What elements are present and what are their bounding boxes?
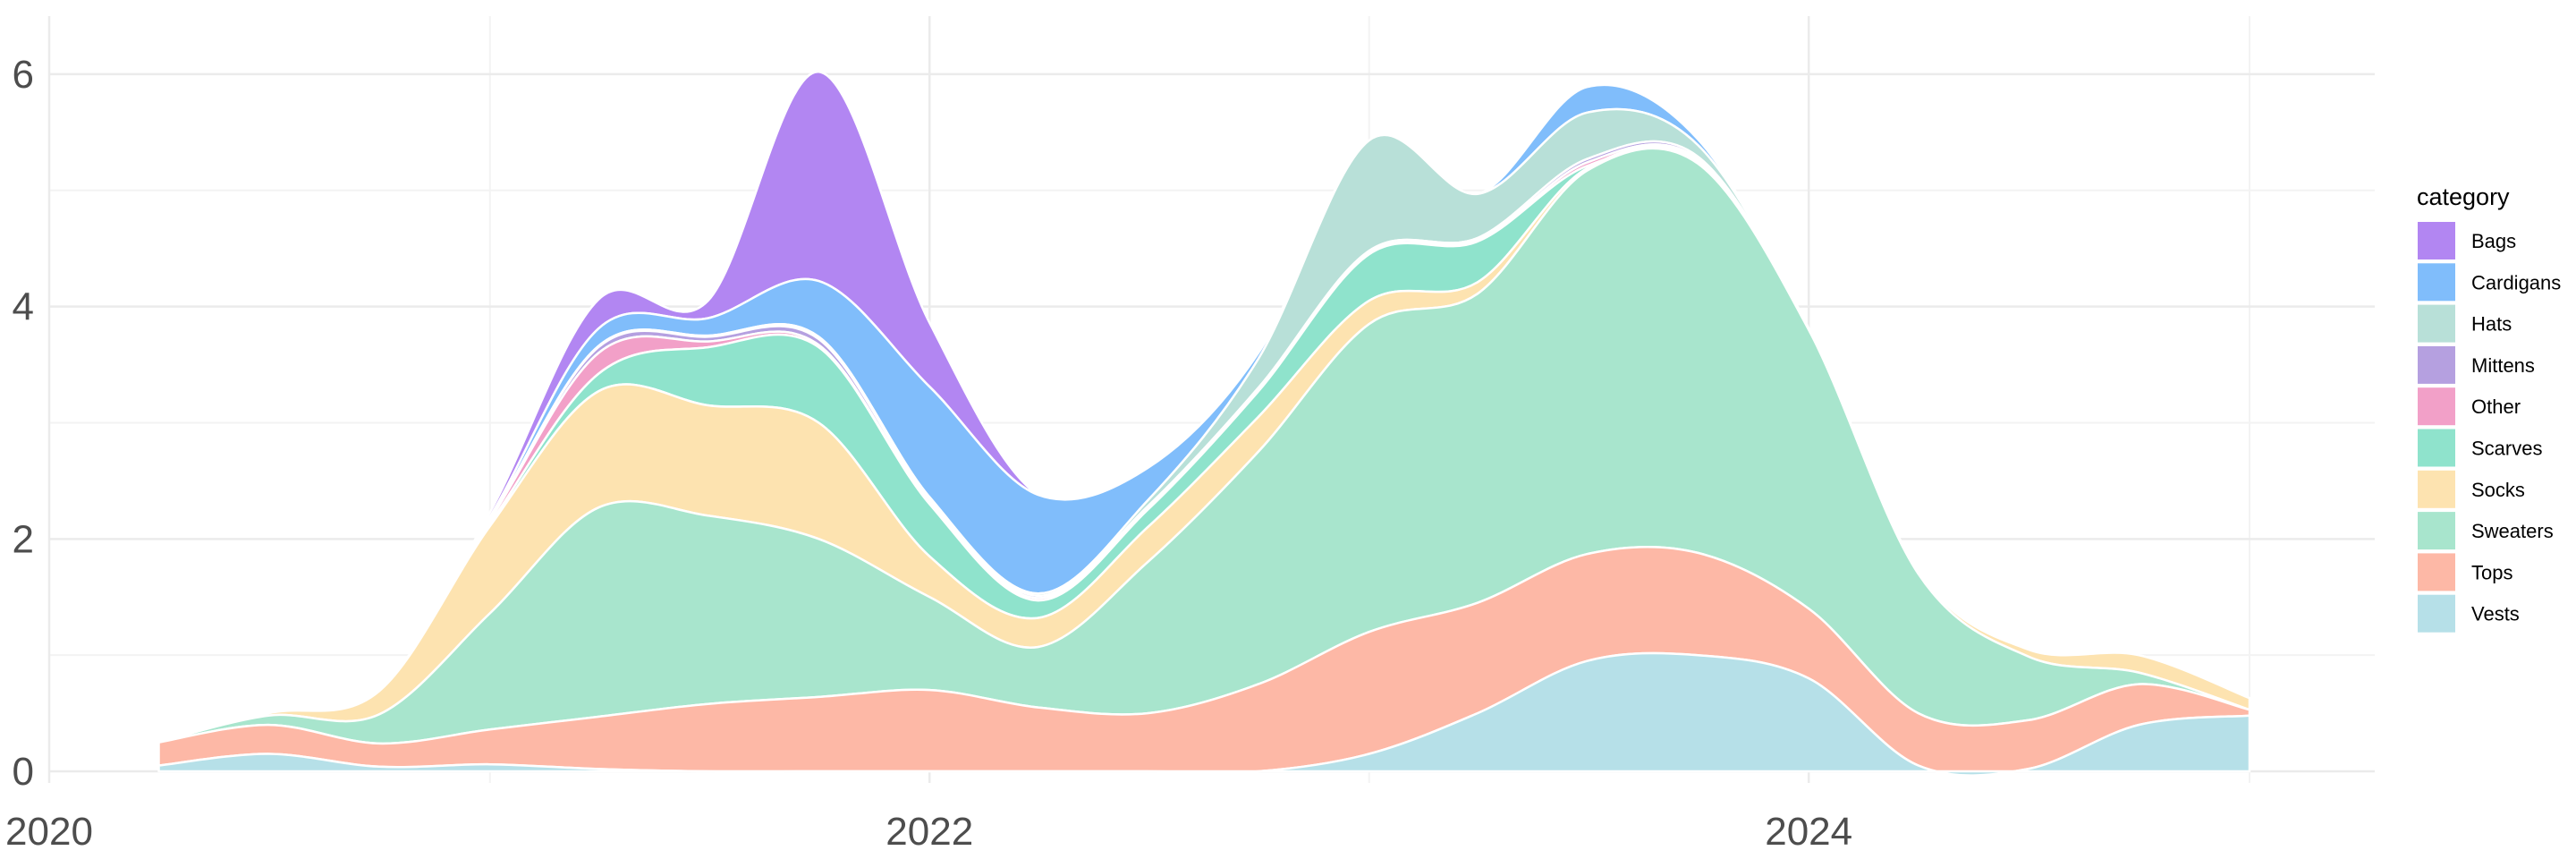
legend-swatch-other xyxy=(2418,387,2455,426)
legend-label-socks: Socks xyxy=(2471,479,2525,501)
y-tick-label: 0 xyxy=(13,750,34,794)
legend-swatch-cardigans xyxy=(2418,263,2455,302)
x-axis: 2020 2022 2024 xyxy=(5,810,1852,854)
legend: category Bags Cardigans Hats Mittens Other Sc… xyxy=(2417,183,2561,633)
y-tick-label: 6 xyxy=(13,53,34,97)
x-tick-label: 2020 xyxy=(5,810,93,854)
x-tick-label: 2024 xyxy=(1765,810,1852,854)
legend-swatch-tops xyxy=(2418,553,2455,591)
legend-label-scarves: Scarves xyxy=(2471,438,2542,460)
y-tick-label: 2 xyxy=(13,517,34,561)
legend-label-sweaters: Sweaters xyxy=(2471,520,2554,542)
legend-label-mittens: Mittens xyxy=(2471,354,2535,377)
legend-label-hats: Hats xyxy=(2471,313,2512,336)
y-axis: 0 2 4 6 xyxy=(13,53,34,794)
legend-swatch-sweaters xyxy=(2418,512,2455,550)
legend-title: category xyxy=(2417,183,2510,210)
legend-swatch-scarves xyxy=(2418,429,2455,467)
area-series xyxy=(157,71,2251,777)
legend-label-cardigans: Cardigans xyxy=(2471,271,2561,293)
legend-swatch-bags xyxy=(2418,222,2455,259)
legend-swatch-vests xyxy=(2418,594,2455,633)
x-tick-label: 2022 xyxy=(886,810,973,854)
legend-items: Bags Cardigans Hats Mittens Other Scarves Sock… xyxy=(2418,222,2561,633)
legend-swatch-hats xyxy=(2418,304,2455,343)
area-vests xyxy=(157,651,2251,777)
legend-label-tops: Tops xyxy=(2471,561,2512,583)
legend-label-vests: Vests xyxy=(2471,603,2520,625)
legend-swatch-mittens xyxy=(2418,345,2455,384)
legend-label-bags: Bags xyxy=(2471,230,2516,252)
legend-label-other: Other xyxy=(2471,395,2521,418)
legend-swatch-socks xyxy=(2418,470,2455,508)
y-tick-label: 4 xyxy=(13,285,34,329)
